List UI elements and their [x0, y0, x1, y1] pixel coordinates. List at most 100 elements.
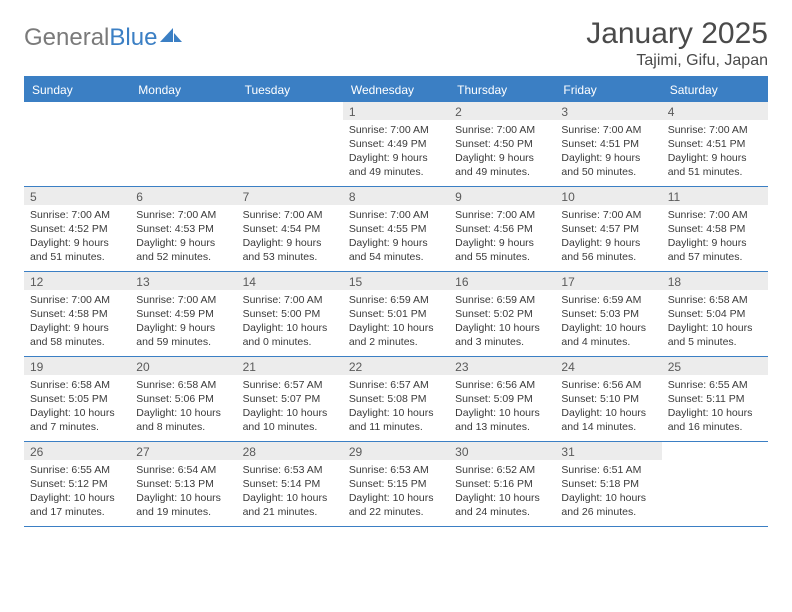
sunset-line: Sunset: 5:10 PM	[561, 392, 655, 406]
daylight-line: and 0 minutes.	[243, 335, 337, 349]
sunset-line: Sunset: 5:18 PM	[561, 477, 655, 491]
sunrise-line: Sunrise: 6:58 AM	[668, 293, 762, 307]
day-number	[24, 102, 130, 120]
daylight-line: and 24 minutes.	[455, 505, 549, 519]
day-cell: 2Sunrise: 7:00 AMSunset: 4:50 PMDaylight…	[449, 102, 555, 186]
logo-text-blue: Blue	[109, 24, 157, 52]
logo: GeneralBlue	[24, 18, 182, 52]
sunset-line: Sunset: 4:55 PM	[349, 222, 443, 236]
sunset-line: Sunset: 5:01 PM	[349, 307, 443, 321]
sunrise-line: Sunrise: 7:00 AM	[668, 208, 762, 222]
sunrise-line: Sunrise: 7:00 AM	[455, 208, 549, 222]
day-cell: 10Sunrise: 7:00 AMSunset: 4:57 PMDayligh…	[555, 187, 661, 271]
day-cell: 29Sunrise: 6:53 AMSunset: 5:15 PMDayligh…	[343, 442, 449, 526]
day-body: Sunrise: 7:00 AMSunset: 4:58 PMDaylight:…	[24, 290, 130, 354]
day-number: 13	[130, 272, 236, 290]
day-number: 18	[662, 272, 768, 290]
week-row: 12Sunrise: 7:00 AMSunset: 4:58 PMDayligh…	[24, 272, 768, 357]
daylight-line: Daylight: 10 hours	[668, 321, 762, 335]
daylight-line: Daylight: 9 hours	[136, 321, 230, 335]
daylight-line: Daylight: 10 hours	[30, 491, 124, 505]
daylight-line: Daylight: 9 hours	[455, 151, 549, 165]
day-cell: 18Sunrise: 6:58 AMSunset: 5:04 PMDayligh…	[662, 272, 768, 356]
day-cell	[24, 102, 130, 186]
daylight-line: and 56 minutes.	[561, 250, 655, 264]
day-number: 4	[662, 102, 768, 120]
sunrise-line: Sunrise: 6:58 AM	[136, 378, 230, 392]
day-body: Sunrise: 7:00 AMSunset: 4:50 PMDaylight:…	[449, 120, 555, 184]
daylight-line: and 21 minutes.	[243, 505, 337, 519]
daylight-line: Daylight: 9 hours	[243, 236, 337, 250]
day-number: 8	[343, 187, 449, 205]
daylight-line: Daylight: 10 hours	[455, 406, 549, 420]
day-body: Sunrise: 6:57 AMSunset: 5:08 PMDaylight:…	[343, 375, 449, 439]
day-body: Sunrise: 7:00 AMSunset: 4:51 PMDaylight:…	[662, 120, 768, 184]
day-number: 12	[24, 272, 130, 290]
sunrise-line: Sunrise: 6:55 AM	[668, 378, 762, 392]
sunset-line: Sunset: 4:50 PM	[455, 137, 549, 151]
sunrise-line: Sunrise: 6:57 AM	[243, 378, 337, 392]
day-cell: 24Sunrise: 6:56 AMSunset: 5:10 PMDayligh…	[555, 357, 661, 441]
weeks-container: 1Sunrise: 7:00 AMSunset: 4:49 PMDaylight…	[24, 102, 768, 527]
daylight-line: Daylight: 9 hours	[561, 151, 655, 165]
day-number	[662, 442, 768, 460]
day-body: Sunrise: 6:58 AMSunset: 5:06 PMDaylight:…	[130, 375, 236, 439]
day-body: Sunrise: 7:00 AMSunset: 4:52 PMDaylight:…	[24, 205, 130, 269]
sunrise-line: Sunrise: 7:00 AM	[136, 208, 230, 222]
daylight-line: and 58 minutes.	[30, 335, 124, 349]
day-cell: 20Sunrise: 6:58 AMSunset: 5:06 PMDayligh…	[130, 357, 236, 441]
weekday-header: Monday	[130, 78, 236, 102]
day-number: 11	[662, 187, 768, 205]
sunset-line: Sunset: 5:11 PM	[668, 392, 762, 406]
day-cell: 14Sunrise: 7:00 AMSunset: 5:00 PMDayligh…	[237, 272, 343, 356]
day-cell: 11Sunrise: 7:00 AMSunset: 4:58 PMDayligh…	[662, 187, 768, 271]
day-cell: 19Sunrise: 6:58 AMSunset: 5:05 PMDayligh…	[24, 357, 130, 441]
day-number: 20	[130, 357, 236, 375]
day-body: Sunrise: 6:57 AMSunset: 5:07 PMDaylight:…	[237, 375, 343, 439]
daylight-line: Daylight: 10 hours	[668, 406, 762, 420]
day-number: 7	[237, 187, 343, 205]
day-cell: 4Sunrise: 7:00 AMSunset: 4:51 PMDaylight…	[662, 102, 768, 186]
daylight-line: Daylight: 10 hours	[349, 406, 443, 420]
sunset-line: Sunset: 4:58 PM	[30, 307, 124, 321]
day-number: 9	[449, 187, 555, 205]
day-cell: 16Sunrise: 6:59 AMSunset: 5:02 PMDayligh…	[449, 272, 555, 356]
daylight-line: Daylight: 9 hours	[455, 236, 549, 250]
day-number: 3	[555, 102, 661, 120]
day-cell: 7Sunrise: 7:00 AMSunset: 4:54 PMDaylight…	[237, 187, 343, 271]
daylight-line: and 49 minutes.	[349, 165, 443, 179]
daylight-line: and 52 minutes.	[136, 250, 230, 264]
daylight-line: Daylight: 10 hours	[243, 406, 337, 420]
day-number: 21	[237, 357, 343, 375]
day-number: 26	[24, 442, 130, 460]
daylight-line: and 5 minutes.	[668, 335, 762, 349]
daylight-line: and 51 minutes.	[668, 165, 762, 179]
day-number: 2	[449, 102, 555, 120]
day-cell	[662, 442, 768, 526]
daylight-line: Daylight: 10 hours	[136, 406, 230, 420]
day-body: Sunrise: 6:54 AMSunset: 5:13 PMDaylight:…	[130, 460, 236, 524]
daylight-line: Daylight: 9 hours	[349, 236, 443, 250]
weekday-header: Sunday	[24, 78, 130, 102]
sunrise-line: Sunrise: 6:59 AM	[349, 293, 443, 307]
daylight-line: Daylight: 10 hours	[455, 491, 549, 505]
sunset-line: Sunset: 5:14 PM	[243, 477, 337, 491]
daylight-line: and 22 minutes.	[349, 505, 443, 519]
day-number	[237, 102, 343, 120]
sunset-line: Sunset: 5:07 PM	[243, 392, 337, 406]
day-number: 31	[555, 442, 661, 460]
day-number: 29	[343, 442, 449, 460]
day-cell: 27Sunrise: 6:54 AMSunset: 5:13 PMDayligh…	[130, 442, 236, 526]
day-number: 16	[449, 272, 555, 290]
day-number: 10	[555, 187, 661, 205]
sunrise-line: Sunrise: 6:59 AM	[455, 293, 549, 307]
day-body: Sunrise: 7:00 AMSunset: 4:54 PMDaylight:…	[237, 205, 343, 269]
week-row: 5Sunrise: 7:00 AMSunset: 4:52 PMDaylight…	[24, 187, 768, 272]
daylight-line: and 26 minutes.	[561, 505, 655, 519]
weekday-header: Friday	[555, 78, 661, 102]
day-cell: 25Sunrise: 6:55 AMSunset: 5:11 PMDayligh…	[662, 357, 768, 441]
day-body: Sunrise: 7:00 AMSunset: 4:53 PMDaylight:…	[130, 205, 236, 269]
day-body: Sunrise: 6:53 AMSunset: 5:14 PMDaylight:…	[237, 460, 343, 524]
daylight-line: and 4 minutes.	[561, 335, 655, 349]
day-cell: 23Sunrise: 6:56 AMSunset: 5:09 PMDayligh…	[449, 357, 555, 441]
